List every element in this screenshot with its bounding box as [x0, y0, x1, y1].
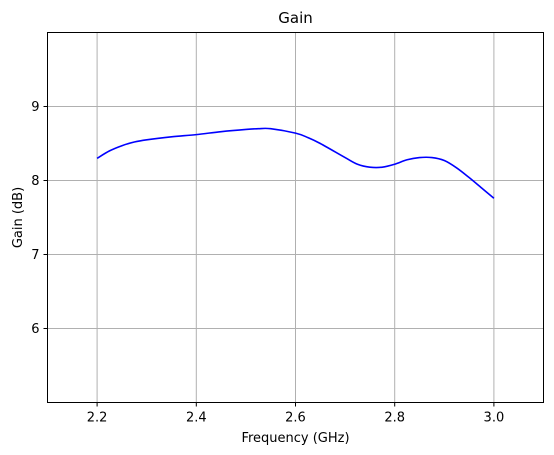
y-tick-label: 7 [31, 248, 39, 263]
grid-layer [47, 32, 544, 403]
y-tick-label: 9 [31, 100, 39, 115]
series-layer [96, 127, 495, 199]
x-tick-label: 2.2 [87, 411, 108, 426]
y-axis-label: Gain (dB) [11, 187, 26, 248]
x-tick-label: 3.0 [484, 411, 505, 426]
chart-title: Gain [278, 9, 313, 27]
ticks-layer: 2.2 2.4 2.6 2.8 3.0 6 7 8 9 [31, 100, 504, 426]
x-tick-label: 2.6 [285, 411, 306, 426]
y-tick-label: 8 [31, 174, 39, 189]
x-axis-label: Frequency (GHz) [241, 431, 349, 446]
y-tick-label: 6 [31, 322, 39, 337]
gain-series-line [96, 127, 495, 199]
x-tick-label: 2.8 [384, 411, 405, 426]
x-tick-label: 2.4 [186, 411, 207, 426]
